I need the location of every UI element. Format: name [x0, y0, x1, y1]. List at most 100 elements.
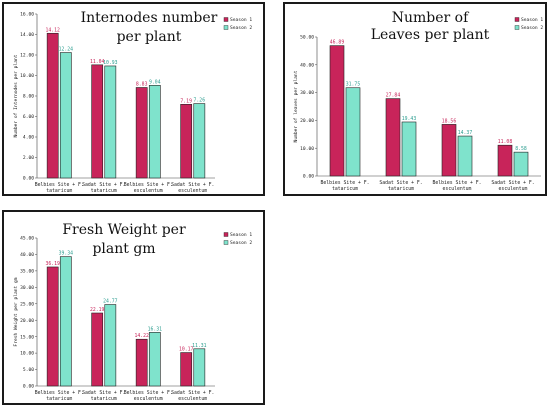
data-label: 9.04 [149, 79, 161, 85]
data-label: 10.17 [179, 347, 194, 353]
category-label: esculentum [178, 396, 207, 402]
category-label: Sadat Site + F. [491, 180, 534, 186]
data-label: 11.04 [90, 59, 105, 65]
category-label: esculentum [178, 188, 207, 194]
fresh-weight-chart: 0.00 5.00 10.00 15.00 20.00 25.00 30.00 35.00 40… [13, 222, 252, 402]
y-tick-label: 8.00 [23, 94, 34, 100]
y-tick-label: 12.00 [20, 53, 34, 59]
bar-season-1 [180, 104, 193, 179]
y-tick-label: 5.00 [23, 367, 34, 373]
category-label: esculentum [443, 186, 472, 192]
legend-swatch-season-2 [223, 240, 229, 245]
category-label: Belbies Site + F. [35, 390, 84, 396]
legend-label: Season 1 [230, 232, 252, 238]
bar-season-2 [59, 256, 72, 387]
category-label: Belbies Site + F. [124, 182, 173, 188]
chart-title: Number of [392, 10, 470, 26]
y-tick-label: 45.00 [20, 236, 34, 242]
y-axis-label: Fresh Weight per plant gm [13, 277, 19, 346]
data-label: 22.19 [90, 307, 105, 313]
data-label: 12.24 [59, 47, 74, 53]
legend-swatch-season-1 [223, 232, 229, 237]
bar-season-2 [148, 332, 161, 387]
category-label: tataricum [91, 188, 117, 194]
category-label: tataricum [388, 186, 414, 192]
category-label: tataricum [332, 186, 358, 192]
legend-label: Season 2 [230, 240, 252, 246]
category-label: Belbies Site + F. [35, 182, 84, 188]
data-label: 46.89 [330, 40, 345, 46]
bar-season-1 [91, 64, 104, 179]
bar-season-1 [385, 98, 401, 177]
bar-season-1 [135, 338, 148, 387]
bar-season-1 [441, 124, 457, 177]
category-label: Sadat Site + F. [82, 390, 125, 396]
data-label: 19.43 [402, 116, 417, 122]
data-label: 14.37 [458, 130, 473, 136]
bar-season-2 [104, 65, 117, 179]
category-label: Belbies Site + F. [124, 390, 173, 396]
data-label: 10.93 [103, 60, 118, 66]
category-label: Belbies Site + F. [432, 180, 481, 186]
y-tick-label: 10.00 [300, 146, 314, 152]
chart-title: Internodes number [81, 10, 218, 26]
data-label: 7.19 [180, 98, 192, 104]
data-label: 39.34 [59, 251, 74, 257]
bar-season-2 [59, 52, 72, 179]
category-label: Belbies Site + F. [320, 180, 369, 186]
data-label: 27.84 [386, 93, 401, 99]
category-label: Sadat Site + F. [171, 182, 214, 188]
y-tick-label: 20.00 [300, 118, 314, 124]
y-tick-label: 50.00 [300, 35, 314, 41]
bar-season-2 [457, 135, 473, 177]
category-label: Sadat Site + F. [82, 182, 125, 188]
data-label: 36.19 [45, 261, 60, 267]
bar-season-1 [329, 45, 345, 177]
bar-season-1 [135, 87, 148, 179]
y-tick-label: 20.00 [20, 318, 34, 324]
y-tick-label: 10.00 [20, 351, 34, 357]
category-label: Sadat Site + F. [171, 390, 214, 396]
y-tick-label: 40.00 [300, 62, 314, 68]
bar-season-2 [104, 304, 117, 387]
bar-season-1 [91, 312, 104, 387]
y-tick-label: 14.00 [20, 32, 34, 38]
y-tick-label: 2.00 [23, 155, 34, 161]
bar-season-2 [193, 348, 206, 387]
data-label: 16.31 [148, 326, 163, 332]
internodes-chart-panel: 0.00 2.00 4.00 6.00 8.00 10.00 12.00 14.00 16.00… [2, 2, 265, 196]
y-tick-label: 6.00 [23, 114, 34, 120]
category-label: tataricum [46, 188, 72, 194]
data-label: 11.08 [498, 139, 513, 145]
legend-swatch-season-2 [223, 25, 229, 30]
y-tick-label: 30.00 [300, 90, 314, 96]
category-label: esculentum [499, 186, 528, 192]
data-label: 8.58 [515, 146, 527, 152]
bar-season-1 [497, 144, 513, 177]
legend-label: Season 2 [230, 25, 252, 31]
category-label: Sadat Site + F. [379, 180, 422, 186]
category-label: esculentum [134, 396, 163, 402]
y-tick-label: 10.00 [20, 73, 34, 79]
category-label: tataricum [46, 396, 72, 402]
data-label: 14.12 [45, 27, 60, 33]
legend-swatch-season-2 [514, 25, 520, 30]
bar-season-2 [148, 85, 161, 179]
legend-label: Season 1 [521, 17, 543, 23]
data-label: 7.26 [194, 98, 206, 104]
category-label: tataricum [91, 396, 117, 402]
data-label: 8.83 [136, 81, 148, 87]
data-label: 31.75 [346, 82, 361, 88]
fresh-weight-chart-panel: 0.00 5.00 10.00 15.00 20.00 25.00 30.00 35.00 40… [2, 210, 265, 405]
y-tick-label: 0.00 [23, 176, 34, 182]
bar-season-2 [401, 121, 417, 177]
y-tick-label: 40.00 [20, 252, 34, 258]
y-axis-label: Number of Internodes per plant [13, 54, 19, 137]
y-tick-label: 16.00 [20, 12, 34, 18]
y-tick-label: 0.00 [303, 174, 314, 180]
data-label: 24.77 [103, 299, 118, 305]
legend-swatch-season-1 [223, 17, 229, 22]
bar-season-1 [46, 266, 59, 387]
chart-title: Leaves per plant [371, 27, 490, 43]
category-label: esculentum [134, 188, 163, 194]
